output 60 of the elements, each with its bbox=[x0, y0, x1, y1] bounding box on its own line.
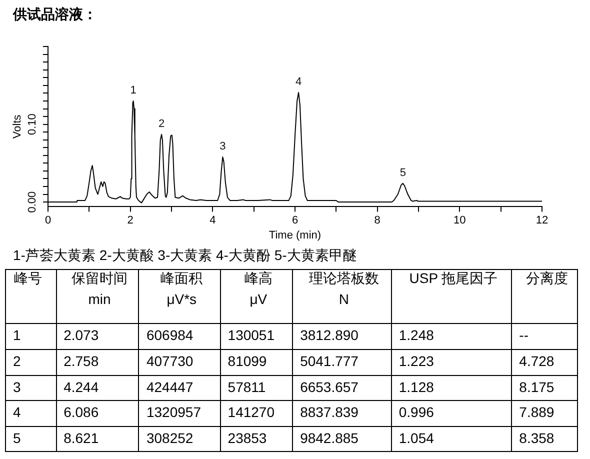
text: 308252 bbox=[146, 428, 194, 448]
y-tick-label: 0.00 bbox=[26, 191, 38, 213]
x-tick-label: 4 bbox=[210, 214, 216, 226]
x-tick-label: 0 bbox=[44, 214, 52, 226]
text: 2.758 bbox=[64, 352, 100, 372]
text: 0.996 bbox=[398, 403, 435, 422]
annotation: 1 bbox=[130, 84, 136, 97]
text: 9842.885 bbox=[300, 428, 360, 448]
text: 141270 bbox=[228, 403, 276, 422]
text: 4 bbox=[13, 403, 22, 422]
text: 81099 bbox=[228, 352, 268, 372]
text: 606984 bbox=[146, 326, 194, 346]
text: 3812.890 bbox=[300, 326, 360, 346]
text: 6.086 bbox=[64, 403, 100, 422]
text: 424447 bbox=[146, 378, 194, 397]
text: 1.054 bbox=[398, 428, 435, 448]
text: 峰面积 μV*s bbox=[160, 269, 204, 309]
text: 8.175 bbox=[519, 378, 556, 397]
text: 4.728 bbox=[519, 352, 556, 372]
text: 4.244 bbox=[64, 378, 100, 397]
y-axis-title: Volts bbox=[12, 114, 24, 139]
x-tick-label: 2 bbox=[127, 214, 134, 226]
text: 130051 bbox=[228, 326, 276, 346]
annotation: 3 bbox=[220, 140, 226, 152]
chart-title: 供试品溶液： bbox=[13, 5, 97, 23]
text: 分离度 bbox=[524, 269, 569, 288]
text: 5041.777 bbox=[300, 352, 360, 372]
x-axis-title: Time (min) bbox=[268, 229, 322, 242]
text: 7.889 bbox=[519, 403, 556, 422]
x-tick-label: 6 bbox=[292, 214, 298, 226]
text: 8.621 bbox=[64, 428, 100, 448]
annotation: 2 bbox=[158, 118, 165, 130]
text: USP 拖尾因子 bbox=[408, 269, 499, 288]
text: -- bbox=[519, 326, 530, 346]
text: 407730 bbox=[146, 352, 194, 372]
text: 保留时间 min bbox=[70, 269, 129, 309]
text: 6653.657 bbox=[300, 378, 360, 397]
text: 1 bbox=[13, 326, 22, 346]
text: 2.073 bbox=[64, 326, 100, 346]
text: 1-芦荟大黄素 2-大黄酸 3-大黄素 4-大黄酚 5-大黄素甲醚 bbox=[13, 246, 357, 265]
text: 峰高 μV bbox=[243, 269, 274, 309]
text: 5 bbox=[13, 428, 22, 448]
text: 3 bbox=[13, 378, 22, 397]
text: 8.358 bbox=[519, 428, 556, 448]
text: 1.128 bbox=[398, 378, 435, 397]
text: 8837.839 bbox=[300, 403, 360, 422]
text: 理论塔板数 N bbox=[308, 269, 380, 309]
x-tick-label: 12 bbox=[536, 214, 548, 226]
text: 峰号 bbox=[14, 269, 43, 288]
x-tick-label: 8 bbox=[374, 214, 380, 226]
text: 1320957 bbox=[146, 403, 202, 422]
text: 23853 bbox=[228, 428, 268, 448]
annotation: 5 bbox=[400, 166, 406, 179]
text: 1.223 bbox=[398, 352, 435, 372]
text: 1.248 bbox=[398, 326, 435, 346]
x-tick-label: 10 bbox=[454, 214, 466, 226]
annotation: 4 bbox=[295, 76, 302, 88]
text: 2 bbox=[13, 352, 22, 372]
y-tick-label: 0.10 bbox=[26, 114, 38, 136]
text: 57811 bbox=[228, 378, 267, 397]
